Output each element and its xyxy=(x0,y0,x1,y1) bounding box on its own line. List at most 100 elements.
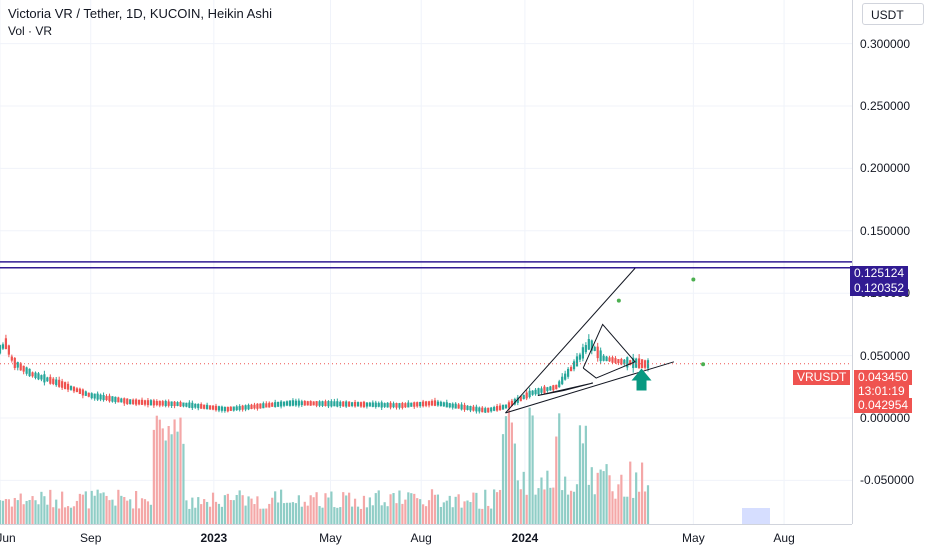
candle xyxy=(617,359,620,364)
candle xyxy=(149,400,153,406)
candle xyxy=(427,401,431,406)
candle xyxy=(635,358,638,368)
currency-button[interactable]: USDT xyxy=(862,3,924,25)
candle xyxy=(620,358,623,365)
candle xyxy=(143,400,147,405)
candle xyxy=(404,403,407,408)
volume-bar xyxy=(120,495,123,524)
volume-bar xyxy=(90,490,93,524)
candle xyxy=(179,401,182,407)
candle xyxy=(371,402,374,407)
candle xyxy=(161,401,164,406)
volume-bar xyxy=(28,499,31,524)
volume-bar xyxy=(46,504,49,524)
candle xyxy=(232,406,235,411)
volume-bar xyxy=(129,499,132,524)
candle xyxy=(285,401,289,406)
candle xyxy=(288,400,292,406)
volume-bar xyxy=(646,485,650,524)
candle xyxy=(25,367,28,374)
volume-bar xyxy=(602,471,605,524)
volume-bar xyxy=(487,505,490,524)
candle xyxy=(345,401,348,407)
price-chart[interactable] xyxy=(0,0,852,524)
future-shade xyxy=(742,508,770,524)
candle xyxy=(599,350,602,362)
chart-title: Victoria VR / Tether, 1D, KUCOIN, Heikin… xyxy=(8,6,272,21)
candle xyxy=(135,399,138,405)
candle xyxy=(208,405,212,410)
candle xyxy=(66,383,70,390)
volume-bar xyxy=(123,497,126,524)
candle xyxy=(206,404,209,410)
volume-bar xyxy=(348,492,351,524)
volume-bar xyxy=(507,405,511,524)
volume-bar xyxy=(416,498,419,524)
candle xyxy=(646,360,650,369)
volume-bar xyxy=(540,477,543,524)
candle xyxy=(300,401,303,406)
time-label: Sep xyxy=(80,531,102,545)
candle xyxy=(356,402,360,407)
candle xyxy=(368,402,371,407)
candle xyxy=(460,404,463,410)
time-axis[interactable]: Jun Sep 2023 May Aug 2024 May Aug xyxy=(0,524,852,550)
volume-bar xyxy=(282,503,286,524)
volume-bar xyxy=(451,507,454,524)
candle xyxy=(247,404,250,410)
candle xyxy=(40,375,43,380)
candle xyxy=(274,402,277,407)
volume-bar xyxy=(58,508,61,524)
volume-bar xyxy=(475,492,478,524)
volume-bar xyxy=(126,500,129,524)
volume-bar xyxy=(599,469,602,524)
candle xyxy=(463,404,466,410)
volume-bar xyxy=(250,498,253,524)
volume-bar xyxy=(265,508,268,524)
volume-bar xyxy=(197,497,200,524)
volume-bar xyxy=(214,501,218,524)
candle xyxy=(235,406,238,411)
volume-bar xyxy=(108,500,111,524)
volume-bar xyxy=(244,505,247,524)
candle xyxy=(256,403,259,409)
candle xyxy=(401,402,404,408)
drawings[interactable] xyxy=(505,267,706,414)
candle xyxy=(365,402,369,407)
candle xyxy=(549,386,552,391)
volume-bar xyxy=(336,507,339,524)
candle xyxy=(501,404,505,410)
candle xyxy=(590,340,593,351)
volume-bar xyxy=(629,461,632,524)
price-axis[interactable]: USDT xyxy=(852,0,932,524)
candle xyxy=(84,391,87,396)
volume-bar xyxy=(143,499,147,524)
candle xyxy=(117,397,120,403)
candle xyxy=(72,386,76,392)
candle xyxy=(359,402,363,407)
volume-bar xyxy=(493,489,496,524)
volume-bar xyxy=(608,475,611,524)
candle xyxy=(436,401,440,406)
volume-bar xyxy=(362,495,366,524)
candle xyxy=(386,402,389,408)
volume-bar xyxy=(55,499,58,524)
candle xyxy=(424,401,428,406)
candle xyxy=(383,403,386,407)
candle xyxy=(324,401,327,407)
volume-bar xyxy=(436,494,440,524)
volume-bar xyxy=(356,506,360,524)
candle xyxy=(253,404,256,409)
candle xyxy=(176,402,179,406)
volume-bar xyxy=(330,491,333,524)
volume-bar xyxy=(353,498,357,524)
volume-bar xyxy=(481,508,484,524)
candle xyxy=(327,401,330,407)
candle xyxy=(197,403,200,409)
volume-bar xyxy=(40,491,43,524)
volume-bar xyxy=(69,507,73,524)
volume-bar xyxy=(419,499,422,524)
candle xyxy=(481,407,484,413)
volume-bar xyxy=(457,494,460,524)
volume-bar xyxy=(504,416,508,524)
